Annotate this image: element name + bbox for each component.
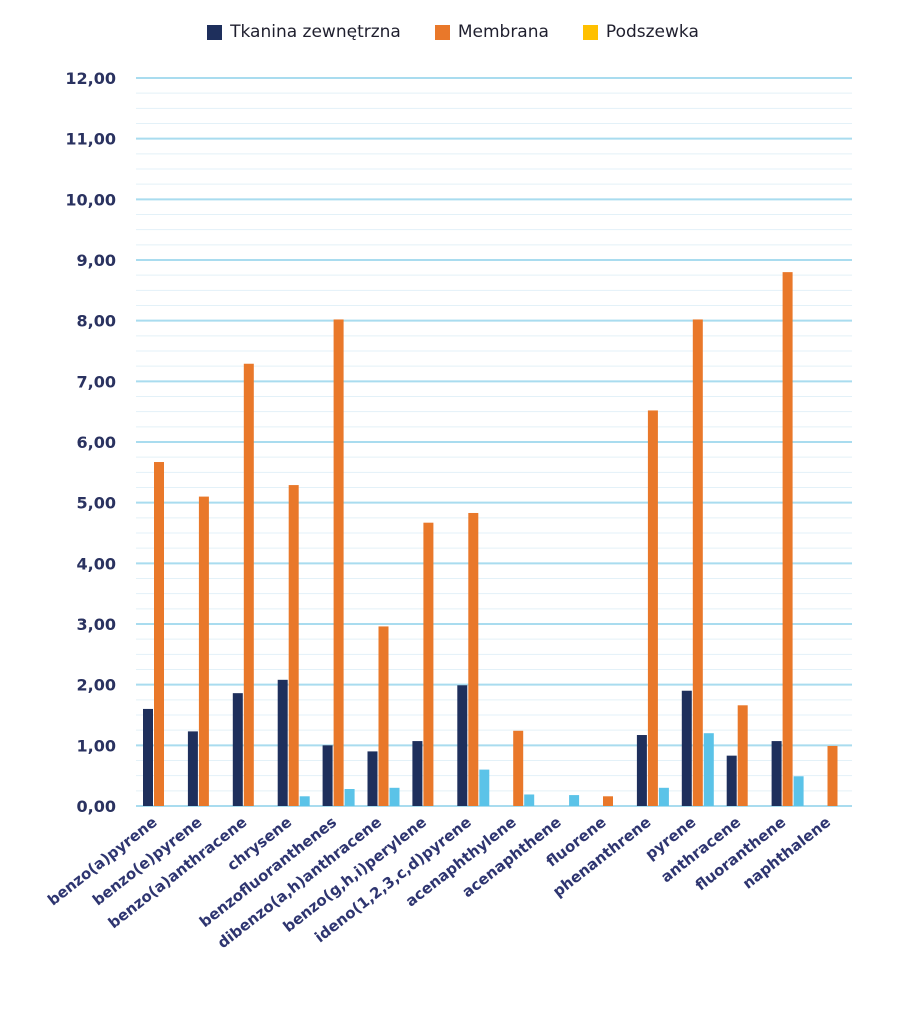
bar <box>299 796 310 806</box>
y-tick-label: 2,00 <box>77 676 116 695</box>
legend-item-outer-fabric: Tkanina zewnętrzna <box>207 22 401 42</box>
bar <box>603 796 613 806</box>
bar <box>187 731 198 806</box>
bar <box>277 679 288 806</box>
bar <box>782 272 793 807</box>
bar <box>154 462 164 806</box>
bar <box>367 751 378 806</box>
bar <box>412 741 423 806</box>
bar <box>681 690 692 806</box>
bar <box>692 319 703 806</box>
bar <box>827 745 838 806</box>
bar <box>378 626 389 806</box>
y-tick-label: 5,00 <box>77 494 116 513</box>
legend-label-outer-fabric: Tkanina zewnętrzna <box>230 22 401 42</box>
legend-item-membrane: Membrana <box>434 22 549 42</box>
bar <box>658 787 669 806</box>
legend-item-lining: Podszewka <box>582 22 699 42</box>
y-tick-label: 1,00 <box>77 736 116 755</box>
bar <box>322 745 333 806</box>
legend-swatch-outer-fabric <box>207 24 223 40</box>
y-tick-label: 0,00 <box>77 797 116 816</box>
legend-label-membrane: Membrana <box>457 22 549 42</box>
bar <box>737 705 748 806</box>
bar <box>569 795 580 806</box>
bar <box>143 708 153 806</box>
y-tick-label: 4,00 <box>77 554 116 573</box>
chart-legend: Tkanina zewnętrzna Membrana Podszewka <box>0 22 906 42</box>
bar <box>243 363 254 806</box>
bar <box>479 769 490 806</box>
bar <box>647 410 658 806</box>
bar <box>389 787 400 806</box>
y-tick-label: 6,00 <box>77 433 116 452</box>
bar <box>771 741 782 806</box>
y-tick-label: 8,00 <box>77 312 116 331</box>
y-tick-label: 10,00 <box>65 190 116 209</box>
bar <box>288 485 299 806</box>
bar <box>232 693 243 806</box>
bar <box>636 735 647 806</box>
y-tick-label: 7,00 <box>77 372 116 391</box>
bar <box>198 496 209 806</box>
y-tick-label: 3,00 <box>77 615 116 634</box>
bar <box>468 512 479 806</box>
y-tick-label: 11,00 <box>65 130 116 149</box>
legend-swatch-lining <box>582 24 598 40</box>
y-tick-label: 9,00 <box>77 251 116 270</box>
bar <box>793 776 804 806</box>
bar <box>344 789 355 806</box>
bar <box>513 730 524 806</box>
legend-swatch-membrane <box>434 24 450 40</box>
bar <box>333 319 344 806</box>
bar <box>423 522 434 806</box>
bar <box>726 755 737 806</box>
bar <box>703 733 714 806</box>
legend-label-lining: Podszewka <box>605 22 699 42</box>
y-tick-label: 12,00 <box>65 69 116 88</box>
bar <box>457 685 468 806</box>
bar <box>524 794 535 806</box>
